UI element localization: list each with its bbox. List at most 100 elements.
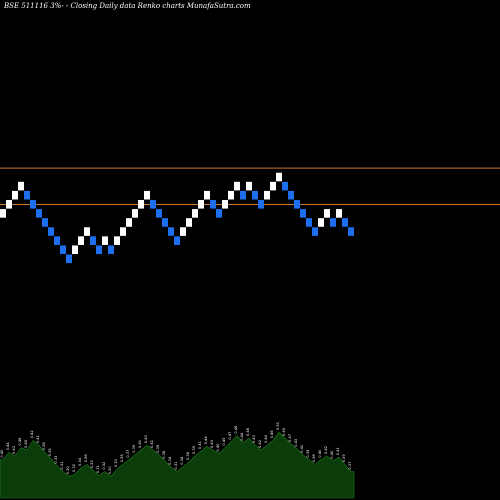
volume-area-path xyxy=(0,431,355,499)
volume-label-21: 0.35 xyxy=(120,454,124,462)
chart-title: BSE 511116 3%- - Closing Daily data Renk… xyxy=(4,2,251,10)
up-brick-23 xyxy=(132,209,138,218)
volume-label-2: 0.44 xyxy=(6,442,10,451)
up-brick-54 xyxy=(318,218,324,227)
up-brick-45 xyxy=(264,190,270,200)
volume-label-58: 0.39 xyxy=(342,454,346,463)
down-brick-58 xyxy=(342,218,348,227)
volume-label-9: 0.35 xyxy=(48,448,52,456)
up-brick-2 xyxy=(6,200,12,209)
down-brick-16 xyxy=(90,236,96,245)
volume-label-34: 0.41 xyxy=(198,441,202,449)
down-brick-37 xyxy=(216,209,222,218)
volume-label-56: 0.40 xyxy=(330,450,334,459)
down-brick-50 xyxy=(294,200,300,209)
volume-label-8: 0.38 xyxy=(42,442,46,451)
down-brick-59 xyxy=(348,227,354,236)
volume-label-33: 0.39 xyxy=(192,445,196,454)
volume-label-26: 0.41 xyxy=(150,440,154,448)
up-brick-46 xyxy=(270,181,276,191)
up-brick-18 xyxy=(102,236,108,245)
renko-bricks xyxy=(0,172,354,264)
volume-label-4: 0.46 xyxy=(18,437,22,446)
volume-label-11: 0.31 xyxy=(60,462,64,470)
volume-label-59: 0.37 xyxy=(348,462,352,470)
up-brick-4 xyxy=(18,181,24,191)
volume-area xyxy=(0,431,355,499)
volume-label-39: 0.47 xyxy=(228,432,232,440)
volume-label-48: 0.49 xyxy=(282,427,286,436)
volume-label-52: 0.39 xyxy=(306,449,310,458)
down-brick-28 xyxy=(162,218,168,227)
up-brick-33 xyxy=(192,209,198,218)
volume-label-46: 0.46 xyxy=(270,430,274,439)
volume-label-55: 0.42 xyxy=(324,446,328,454)
down-brick-30 xyxy=(174,236,180,245)
up-brick-42 xyxy=(246,181,252,191)
volume-label-44: 0.42 xyxy=(258,440,262,448)
volume-label-53: 0.38 xyxy=(312,454,316,463)
up-brick-38 xyxy=(222,200,228,209)
down-brick-51 xyxy=(300,209,306,218)
down-brick-19 xyxy=(108,245,114,255)
up-brick-32 xyxy=(186,218,192,227)
volume-label-38: 0.45 xyxy=(222,438,226,446)
up-brick-3 xyxy=(12,190,18,200)
volume-label-18: 0.32 xyxy=(102,462,106,470)
up-brick-35 xyxy=(204,190,210,200)
volume-label-13: 0.32 xyxy=(72,464,76,472)
up-brick-22 xyxy=(126,218,132,227)
volume-label-12: 0.30 xyxy=(66,466,70,475)
up-brick-31 xyxy=(180,227,186,236)
down-brick-48 xyxy=(282,181,288,191)
down-brick-36 xyxy=(210,200,216,209)
down-brick-7 xyxy=(36,209,42,218)
up-brick-55 xyxy=(324,209,330,218)
up-brick-15 xyxy=(84,227,90,236)
down-brick-53 xyxy=(312,227,318,236)
volume-label-43: 0.43 xyxy=(252,435,256,443)
volume-label-49: 0.47 xyxy=(288,434,292,442)
volume-label-41: 0.44 xyxy=(240,432,244,441)
down-brick-8 xyxy=(42,218,48,227)
volume-label-31: 0.34 xyxy=(180,456,184,465)
volume-label-37: 0.40 xyxy=(216,443,220,452)
down-brick-26 xyxy=(150,200,156,209)
down-brick-10 xyxy=(54,236,60,245)
volume-label-10: 0.33 xyxy=(54,456,58,464)
volume-label-23: 0.39 xyxy=(132,444,136,453)
volume-label-17: 0.31 xyxy=(96,465,100,473)
volume-label-14: 0.34 xyxy=(78,457,82,466)
volume-label-40: 0.46 xyxy=(234,425,238,434)
volume-label-15: 0.36 xyxy=(84,454,88,463)
up-brick-21 xyxy=(120,227,126,236)
volume-label-42: 0.46 xyxy=(246,427,250,436)
down-brick-56 xyxy=(330,218,336,227)
up-brick-14 xyxy=(78,236,84,245)
up-brick-39 xyxy=(228,190,234,200)
volume-label-24: 0.41 xyxy=(138,440,142,448)
down-brick-49 xyxy=(288,190,294,200)
volume-label-16: 0.33 xyxy=(90,460,94,468)
down-brick-5 xyxy=(24,190,30,200)
volume-label-51: 0.41 xyxy=(300,445,304,453)
volume-label-1: 0.40 xyxy=(0,449,4,458)
volume-label-30: 0.31 xyxy=(174,462,178,470)
volume-label-7: 0.41 xyxy=(36,435,40,443)
up-brick-47 xyxy=(276,172,282,182)
volume-label-27: 0.39 xyxy=(156,444,160,453)
volume-label-29: 0.34 xyxy=(168,456,172,465)
volume-label-3: 0.43 xyxy=(12,446,16,454)
volume-label-5: 0.45 xyxy=(24,440,28,448)
volume-label-36: 0.43 xyxy=(210,440,214,448)
level-lines xyxy=(0,167,500,206)
volume-label-20: 0.33 xyxy=(114,459,118,467)
down-brick-12 xyxy=(66,254,72,264)
volume-label-28: 0.36 xyxy=(162,450,166,459)
volume-label-25: 0.43 xyxy=(144,435,148,443)
up-brick-25 xyxy=(144,190,150,200)
volume-label-19: 0.30 xyxy=(108,466,112,475)
down-brick-52 xyxy=(306,218,312,227)
volume-labels: 0.400.44 0.430.46 0.450.420.410.380.350.33… xyxy=(0,422,352,474)
